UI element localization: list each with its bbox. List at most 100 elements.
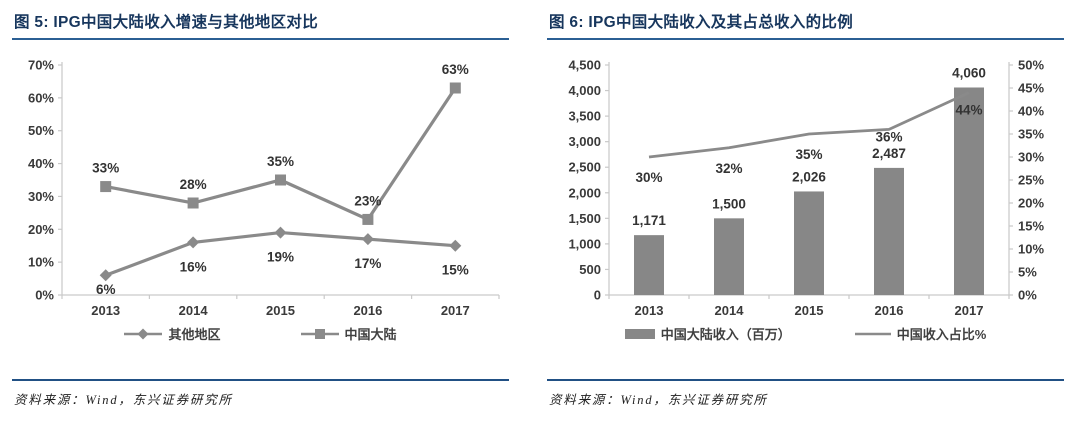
left-y-axis-tick-label: 0 — [594, 288, 601, 303]
figure-5-chart: 0% 10% 20% 30% 40% 50% 60% 70% 2013 2014 2015 2016 2… — [28, 58, 500, 318]
y-axis-tick-label: 70% — [28, 58, 54, 73]
diamond-line-swatch-icon — [124, 328, 163, 339]
left-y-axis-tick-label: 3,000 — [568, 134, 601, 149]
square-marker — [187, 197, 199, 209]
figure-6-title: 图 6: IPG中国大陆收入及其占总收入的比例 — [549, 14, 853, 31]
line-swatch-icon — [854, 332, 891, 335]
figure-6-footer-rule — [547, 379, 1064, 381]
y-axis-tick-label: 0% — [35, 288, 54, 303]
data-label-other-regions: 15% — [442, 263, 469, 278]
series-mainland-revenue — [634, 87, 984, 295]
data-label-other-regions: 17% — [354, 256, 381, 271]
bar-data-label: 1,500 — [712, 196, 746, 211]
x-axis-tick-label: 2014 — [715, 303, 745, 318]
line-data-label: 44% — [955, 103, 982, 118]
bar — [634, 235, 664, 295]
legend-label-mainland-revenue: 中国大陆收入（百万） — [660, 327, 791, 342]
diamond-marker — [449, 239, 462, 252]
y-axis-tick-label: 20% — [28, 222, 54, 237]
line-data-label: 30% — [635, 170, 662, 185]
bar-data-label: 4,060 — [952, 65, 986, 80]
y-axis-tick-label: 30% — [28, 189, 54, 204]
x-axis-tick-label: 2016 — [875, 303, 904, 318]
x-axis-tick-label: 2017 — [955, 303, 984, 318]
square-marker — [362, 213, 374, 225]
figure-6-title-rule — [547, 38, 1064, 40]
right-y-axis-tick-label: 20% — [1018, 196, 1044, 211]
left-y-axis-tick-label: 500 — [579, 262, 601, 277]
square-marker — [100, 181, 112, 193]
line-data-label: 32% — [715, 161, 742, 176]
line-data-label: 36% — [875, 129, 902, 144]
bar-data-label: 1,171 — [632, 213, 666, 228]
bar — [954, 87, 984, 295]
bar-data-label: 2,026 — [792, 169, 826, 184]
figure-5-title: 图 5: IPG中国大陆收入增速与其他地区对比 — [14, 14, 318, 31]
right-y-axis-tick-label: 45% — [1018, 81, 1044, 96]
left-y-axis-tick-label: 2,500 — [568, 160, 601, 175]
legend-item-mainland-china: 中国大陆 — [300, 324, 397, 343]
left-y-axis-tick-label: 1,500 — [568, 211, 601, 226]
x-axis-tick-label: 2015 — [266, 303, 295, 318]
right-y-axis-tick-label: 0% — [1018, 288, 1037, 303]
right-y-axis-tick-label: 30% — [1018, 150, 1044, 165]
square-line-swatch-icon — [300, 328, 339, 339]
series-china-revenue-share — [648, 91, 970, 159]
square-marker — [275, 174, 286, 186]
right-y-axis-tick-label: 15% — [1018, 219, 1044, 234]
bar — [874, 167, 904, 295]
square-marker — [449, 82, 461, 94]
right-y-axis-tick-label: 35% — [1018, 127, 1044, 142]
y-axis-tick-label: 50% — [28, 123, 54, 138]
legend-item-other-regions: 其他地区 — [124, 324, 221, 343]
series-other-regions: 6% 16% 19% 17% 15% — [96, 226, 469, 297]
legend-item-revenue-share: 中国收入占比% — [854, 324, 987, 343]
x-axis-tick-label: 2014 — [179, 303, 209, 318]
data-label-other-regions: 6% — [96, 282, 116, 297]
x-axis-tick-label: 2016 — [353, 303, 382, 318]
axes: 0% 10% 20% 30% 40% 50% 60% 70% 2013 2014 2015 2016 2… — [28, 58, 500, 318]
data-label-mainland-china: 63% — [442, 62, 469, 77]
bar — [714, 218, 744, 295]
data-label-mainland-china: 28% — [180, 177, 207, 192]
y-axis-tick-label: 40% — [28, 156, 54, 171]
figure-5-panel: 图 5: IPG中国大陆收入增速与其他地区对比 0% 10% 20% 30% 40% 50… — [12, 8, 509, 420]
x-axis-tick-label: 2015 — [795, 303, 824, 318]
right-y-axis-tick-label: 5% — [1018, 265, 1037, 280]
left-y-axis-tick-label: 1,000 — [568, 236, 601, 251]
figure-5-source: 资料来源：Wind，东兴证券研究所 — [14, 393, 233, 407]
legend-label-mainland-china: 中国大陆 — [344, 327, 397, 342]
ratio-line — [648, 91, 970, 159]
bar-data-label: 2,487 — [872, 146, 906, 161]
x-axis-tick-label: 2013 — [91, 303, 120, 318]
y-axis-tick-label: 10% — [28, 255, 54, 270]
data-label-mainland-china: 33% — [92, 161, 119, 176]
figure-5-legend: 其他地区 中国大陆 — [12, 324, 509, 343]
legend-label-other-regions: 其他地区 — [168, 327, 221, 342]
left-y-axis-tick-label: 4,000 — [568, 83, 601, 98]
figure-5-title-rule — [12, 38, 509, 40]
right-y-axis-tick-label: 40% — [1018, 104, 1044, 119]
legend-item-mainland-revenue: 中国大陆收入（百万） — [624, 324, 791, 343]
data-label-mainland-china: 23% — [354, 193, 381, 208]
right-y-axis-tick-label: 25% — [1018, 173, 1044, 188]
diamond-marker — [361, 233, 374, 246]
diamond-marker — [274, 226, 287, 239]
figure-5-footer-rule — [12, 379, 509, 381]
diamond-marker — [99, 269, 112, 282]
data-label-other-regions: 16% — [180, 259, 207, 274]
bar — [794, 191, 824, 295]
legend-label-revenue-share: 中国收入占比% — [896, 327, 987, 342]
series-mainland-china: 33% 28% 35% 23% 63% — [92, 62, 469, 225]
data-label-mainland-china: 35% — [267, 154, 294, 169]
data-label-other-regions: 19% — [267, 250, 294, 265]
data-labels: 1,171 1,500 2,026 2,487 4,060 30% 32% 35% 36% 44% — [632, 65, 986, 228]
right-y-axis-tick-label: 10% — [1018, 242, 1044, 257]
bar-swatch-icon — [624, 328, 655, 339]
left-y-axis-tick-label: 2,000 — [568, 185, 601, 200]
figure-6-chart: 0 500 1,000 1,500 2,000 2,500 3,000 3,500 4,000 4… — [568, 58, 1044, 319]
x-axis-tick-label: 2013 — [635, 303, 664, 318]
axes: 0 500 1,000 1,500 2,000 2,500 3,000 3,500 4,000 4… — [568, 58, 1044, 319]
line-data-label: 35% — [795, 147, 822, 162]
